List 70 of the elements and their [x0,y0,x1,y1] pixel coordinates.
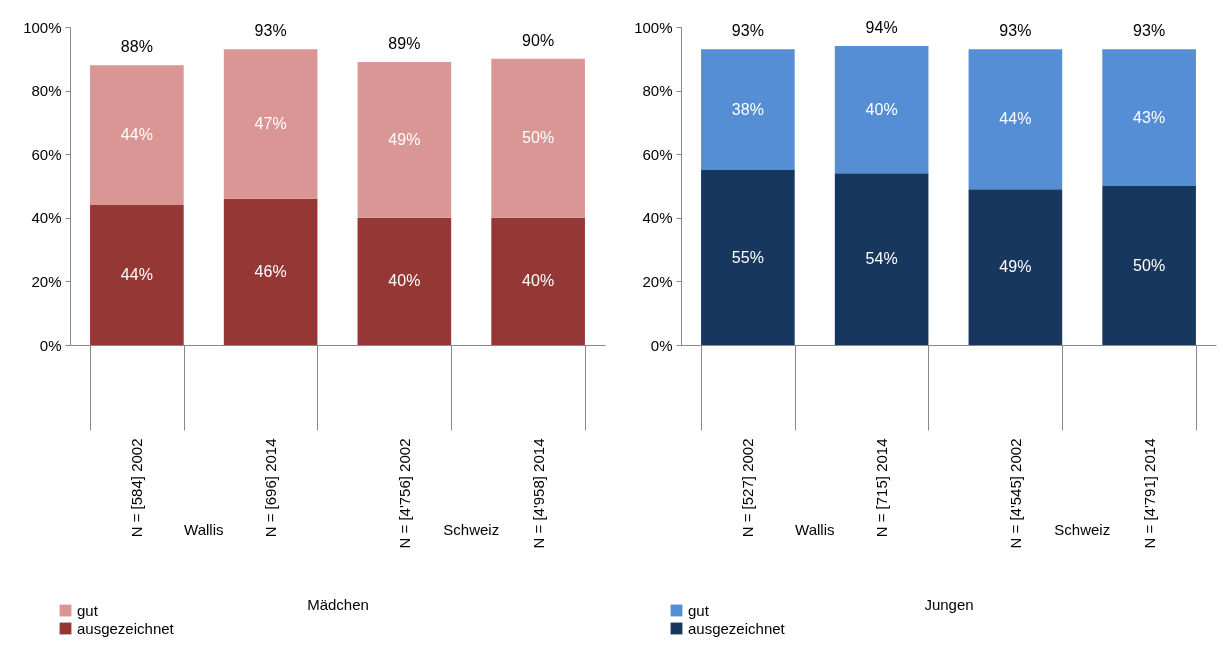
bar [90,205,184,345]
text: Wallis [795,521,835,538]
y-tick-label: 20% [31,272,62,290]
data-label: 40% [388,272,421,290]
y-tick-label: 0% [650,336,673,354]
x-axis-title: Jungen [924,595,974,613]
x-tick-label: N = [4'756] 2002 [395,438,413,549]
y-tick-label: 0% [39,336,62,354]
y-tick-label: 100% [23,18,62,36]
data-label: 44% [999,110,1032,128]
bar [357,61,452,218]
x-tick-label: N = [4'958] 2014 [529,438,547,549]
total-label: 94% [865,19,898,37]
bar [1102,49,1196,186]
data-label: 50% [522,129,555,147]
bar [968,49,1063,190]
total-label: 89% [388,34,421,52]
total-label: 88% [120,38,153,56]
data-label: 44% [120,126,153,144]
text: Wallis [184,521,224,538]
y-tick-label: 60% [31,145,62,163]
x-tick-label: N = [584] 2002 [128,438,146,538]
text: Schweiz [443,521,500,538]
legend-label: ausgezeichnet [77,619,175,637]
x-axis-title: Mädchen [307,595,369,613]
bar [357,217,452,345]
data-label: 55% [731,248,764,266]
bar [90,65,184,206]
bar [834,173,929,345]
bar [223,198,318,345]
bar [834,46,929,174]
text: Schweiz [1054,521,1111,538]
bar [223,49,318,199]
data-label: 40% [865,100,898,118]
bar [491,58,585,218]
bar [968,189,1063,345]
data-label: 49% [999,258,1032,276]
y-tick-label: 60% [642,145,673,163]
y-tick-label: 40% [31,209,62,227]
data-label: 49% [388,130,421,148]
bar [491,217,585,345]
x-tick-label: N = [715] 2014 [873,438,891,538]
data-label: 44% [120,266,153,284]
x-tick-label: N = [696] 2014 [262,438,280,538]
data-label: 54% [865,250,898,268]
total-label: 93% [1133,22,1166,40]
legend-label: ausgezeichnet [688,619,786,637]
x-tick-label: N = [4'791] 2014 [1140,438,1158,549]
x-tick-label: N = [527] 2002 [739,438,757,538]
data-label: 47% [254,114,287,132]
data-label: 46% [254,262,287,280]
legend-label: gut [688,601,710,619]
total-label: 93% [254,22,287,40]
data-label: 43% [1133,108,1166,126]
data-label: 38% [731,100,764,118]
data-label: 40% [522,272,555,290]
bar [701,49,795,171]
y-tick-label: 100% [634,18,673,36]
total-label: 93% [731,22,764,40]
legend-label: gut [77,601,99,619]
data-label: 50% [1133,256,1166,274]
x-tick-label: N = [4'545] 2002 [1006,438,1024,549]
bar [701,170,795,345]
y-tick-label: 20% [642,272,673,290]
y-tick-label: 40% [642,209,673,227]
total-label: 93% [999,22,1032,40]
bar [1102,186,1196,345]
total-label: 90% [522,31,555,49]
y-tick-label: 80% [642,82,673,100]
y-tick-label: 80% [31,82,62,100]
